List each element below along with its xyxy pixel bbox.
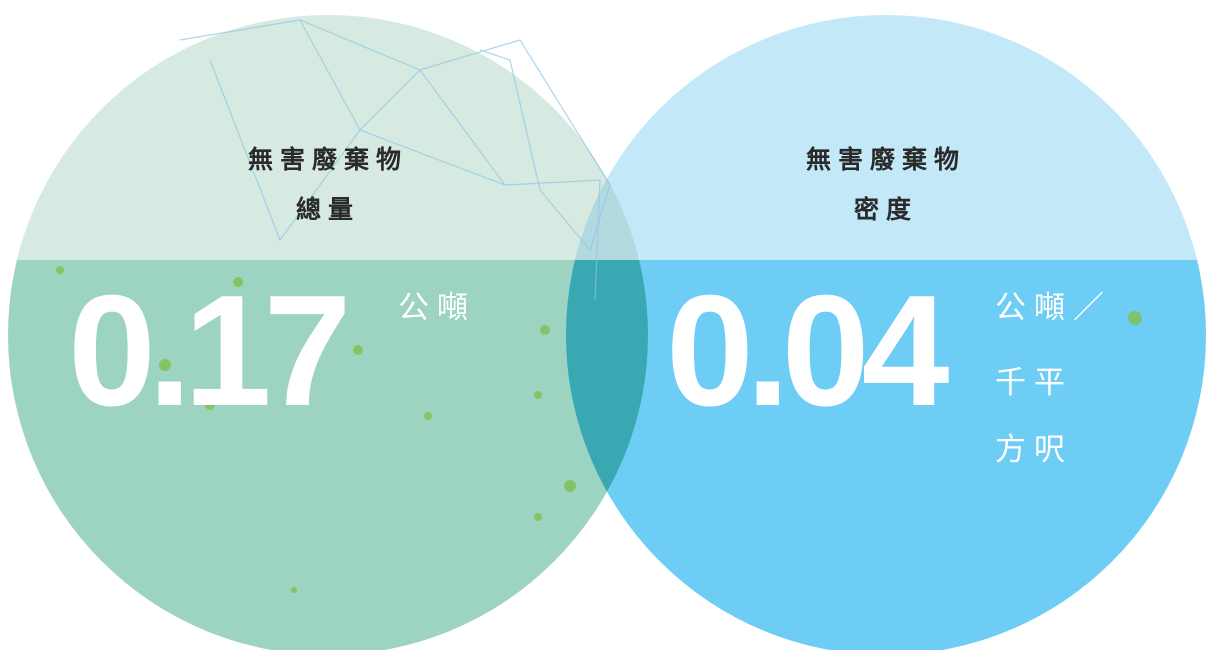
left-unit: 公噸 (398, 290, 476, 326)
right-title-line: 無害廢棄物 (806, 145, 966, 174)
right-value: 0.04 (666, 263, 950, 439)
left-title-line: 總量 (296, 195, 360, 224)
right-unit-line: 方呎 (995, 432, 1073, 468)
right-title-line: 密度 (854, 195, 918, 224)
right-unit-line: 公噸／ (995, 290, 1112, 326)
infographic: 無害廢棄物 總量 0.17 公噸 無害廢棄物 密度 0.04 公噸／ 千平 方呎 (0, 0, 1206, 650)
right-unit-line: 千平 (995, 365, 1073, 401)
left-title-line: 無害廢棄物 (248, 145, 408, 174)
left-value: 0.17 (68, 263, 345, 439)
